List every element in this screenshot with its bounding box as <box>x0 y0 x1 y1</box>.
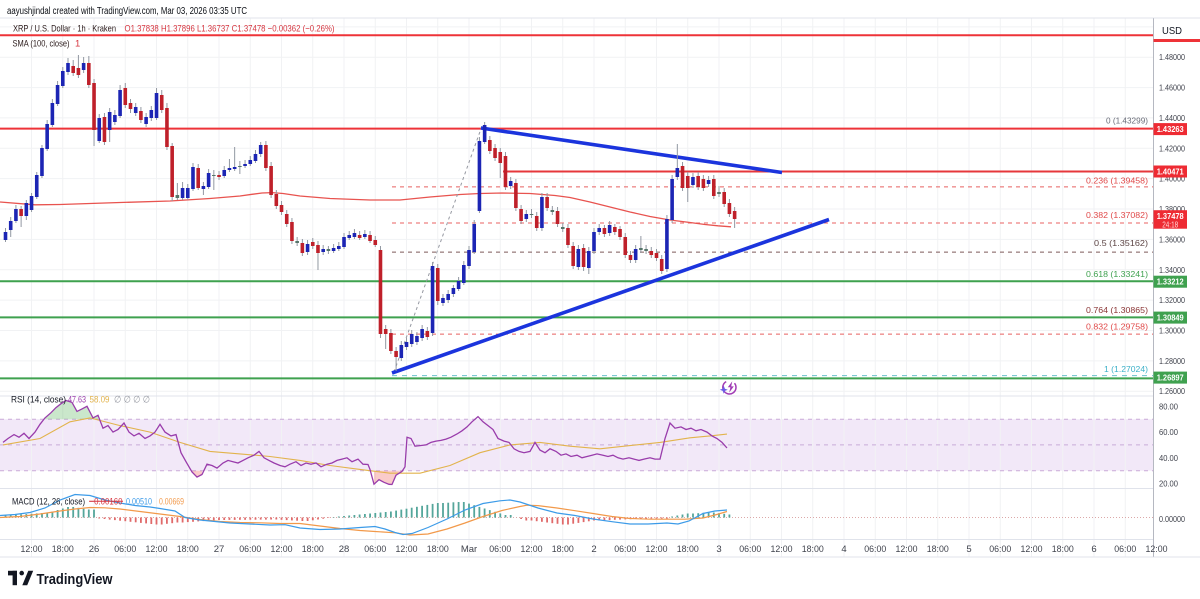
svg-text:1.32000: 1.32000 <box>1159 295 1185 305</box>
svg-text:12:00: 12:00 <box>771 544 793 555</box>
svg-text:Mar: Mar <box>461 544 477 555</box>
svg-text:1.36000: 1.36000 <box>1159 234 1185 244</box>
svg-text:0.5 (1.35162): 0.5 (1.35162) <box>1094 238 1148 248</box>
svg-text:1.38000: 1.38000 <box>1159 204 1185 214</box>
svg-text:0.00510: 0.00510 <box>126 497 152 508</box>
svg-text:1.40000: 1.40000 <box>1159 174 1185 184</box>
svg-text:27: 27 <box>214 544 225 555</box>
svg-text:3: 3 <box>716 544 721 555</box>
svg-text:06:00: 06:00 <box>489 544 511 555</box>
svg-text:0.236 (1.39458): 0.236 (1.39458) <box>1086 175 1148 185</box>
svg-text:80.00: 80.00 <box>1159 401 1178 411</box>
svg-text:12:00: 12:00 <box>396 544 418 555</box>
svg-text:26: 26 <box>89 544 100 555</box>
svg-text:58.09: 58.09 <box>90 395 110 406</box>
svg-text:12:00: 12:00 <box>1146 544 1168 555</box>
svg-text:1.28000: 1.28000 <box>1159 356 1185 366</box>
svg-text:12:00: 12:00 <box>146 544 168 555</box>
svg-text:MACD (12, 26, close): MACD (12, 26, close) <box>12 497 85 508</box>
svg-text:1.33212: 1.33212 <box>1157 278 1185 287</box>
svg-text:12:00: 12:00 <box>271 544 293 555</box>
svg-text:1.48000: 1.48000 <box>1159 52 1185 62</box>
svg-text:RSI (14, close): RSI (14, close) <box>11 395 66 406</box>
svg-text:USD: USD <box>1162 26 1182 37</box>
svg-text:18:00: 18:00 <box>177 544 199 555</box>
svg-text:06:00: 06:00 <box>239 544 261 555</box>
svg-text:1.43263: 1.43263 <box>1157 125 1185 134</box>
svg-text:5: 5 <box>966 544 971 555</box>
svg-text:18:00: 18:00 <box>427 544 449 555</box>
svg-text:12:00: 12:00 <box>21 544 43 555</box>
svg-text:0.832 (1.29758): 0.832 (1.29758) <box>1086 322 1148 332</box>
svg-text:0.618 (1.33241): 0.618 (1.33241) <box>1086 269 1148 279</box>
svg-text:∅ ∅ ∅ ∅: ∅ ∅ ∅ ∅ <box>114 395 150 406</box>
svg-text:24:18: 24:18 <box>1162 220 1178 229</box>
svg-text:1.30849: 1.30849 <box>1157 314 1185 323</box>
svg-text:2: 2 <box>591 544 596 555</box>
svg-text:XRP / U.S. Dollar · 1h · Krake: XRP / U.S. Dollar · 1h · Kraken <box>13 24 116 35</box>
svg-text:TradingView: TradingView <box>37 571 113 588</box>
svg-text:0.764 (1.30865): 0.764 (1.30865) <box>1086 305 1148 315</box>
svg-text:1.26897: 1.26897 <box>1157 374 1185 383</box>
svg-text:18:00: 18:00 <box>927 544 949 555</box>
svg-text:SMA (100, close): SMA (100, close) <box>13 39 70 50</box>
svg-text:12:00: 12:00 <box>521 544 543 555</box>
svg-text:06:00: 06:00 <box>739 544 761 555</box>
svg-text:60.00: 60.00 <box>1159 427 1178 437</box>
svg-text:18:00: 18:00 <box>52 544 74 555</box>
svg-text:18:00: 18:00 <box>552 544 574 555</box>
svg-text:18:00: 18:00 <box>802 544 824 555</box>
svg-text:06:00: 06:00 <box>864 544 886 555</box>
svg-text:aayushjindal created with Trad: aayushjindal created with TradingView.co… <box>7 6 247 17</box>
svg-text:0.382 (1.37082): 0.382 (1.37082) <box>1086 210 1148 220</box>
svg-text:18:00: 18:00 <box>1052 544 1074 555</box>
svg-text:06:00: 06:00 <box>989 544 1011 555</box>
svg-text:28: 28 <box>339 544 350 555</box>
svg-text:06:00: 06:00 <box>614 544 636 555</box>
svg-text:1.34000: 1.34000 <box>1159 265 1185 275</box>
svg-text:1.44000: 1.44000 <box>1159 113 1185 123</box>
svg-text:1.26000: 1.26000 <box>1159 386 1185 396</box>
svg-text:0 (1.43299): 0 (1.43299) <box>1106 116 1148 126</box>
svg-text:6: 6 <box>1091 544 1096 555</box>
svg-text:4: 4 <box>841 544 846 555</box>
svg-text:1.37478: 1.37478 <box>1157 212 1185 221</box>
svg-text:12:00: 12:00 <box>646 544 668 555</box>
svg-text:06:00: 06:00 <box>1114 544 1136 555</box>
svg-text:1.40471: 1.40471 <box>1157 168 1185 177</box>
svg-text:0.00669: 0.00669 <box>159 497 184 508</box>
svg-text:18:00: 18:00 <box>302 544 324 555</box>
svg-text:0.00000: 0.00000 <box>1159 514 1185 524</box>
svg-text:1: 1 <box>75 39 80 50</box>
svg-text:1.42000: 1.42000 <box>1159 143 1185 153</box>
svg-text:1.30000: 1.30000 <box>1159 325 1185 335</box>
svg-text:06:00: 06:00 <box>364 544 386 555</box>
svg-text:40.00: 40.00 <box>1159 453 1178 463</box>
svg-text:18:00: 18:00 <box>677 544 699 555</box>
svg-text:12:00: 12:00 <box>1021 544 1043 555</box>
svg-text:12:00: 12:00 <box>896 544 918 555</box>
svg-text:O1.37838 H1.37896 L1.36737 C1.: O1.37838 H1.37896 L1.36737 C1.37478 −0.0… <box>125 24 335 35</box>
svg-text:06:00: 06:00 <box>114 544 136 555</box>
svg-text:47.63: 47.63 <box>68 395 86 406</box>
svg-text:−0.00160: −0.00160 <box>90 497 123 508</box>
svg-text:1.46000: 1.46000 <box>1159 83 1185 93</box>
svg-text:1 (1.27024): 1 (1.27024) <box>1104 364 1148 374</box>
svg-text:20.00: 20.00 <box>1159 479 1178 489</box>
